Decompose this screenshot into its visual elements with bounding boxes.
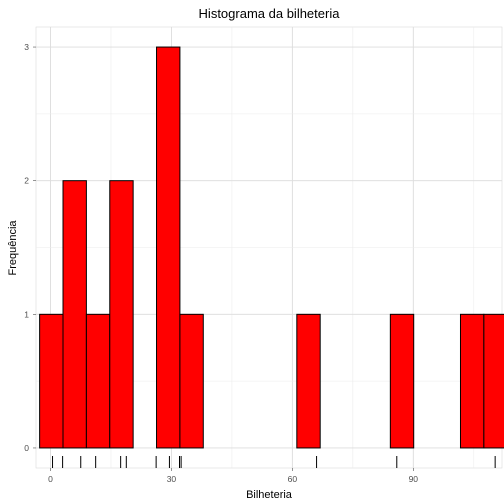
- y-axis-ticks: 0 1 2 3: [24, 42, 36, 453]
- x-tick-label: 0: [48, 474, 53, 484]
- rug-ticks: [52, 456, 496, 468]
- histogram-bar: [62, 180, 87, 449]
- x-tick-label: 90: [409, 474, 419, 484]
- histogram-bar: [459, 313, 485, 449]
- histogram-bar: [39, 313, 64, 449]
- y-axis-title: Frequência: [7, 220, 19, 276]
- histogram-bar: [85, 313, 111, 449]
- x-tick-label: 60: [288, 474, 298, 484]
- histogram-bars: [39, 46, 504, 449]
- x-tick-label: 30: [167, 474, 177, 484]
- y-tick-label: 0: [24, 443, 29, 453]
- x-axis-title: Bilheteria: [246, 489, 293, 501]
- x-axis-ticks: 0 30 60 90: [48, 468, 418, 484]
- y-tick-label: 3: [24, 42, 29, 52]
- histogram-bar: [109, 180, 134, 449]
- y-tick-label: 2: [24, 176, 29, 186]
- chart-title: Histograma da bilheteria: [199, 6, 341, 21]
- histogram-bar: [179, 313, 204, 449]
- histogram-bar: [483, 313, 504, 449]
- y-tick-label: 1: [24, 309, 29, 319]
- histogram-bar: [156, 46, 181, 449]
- histogram-bar: [296, 313, 321, 449]
- histogram-bar: [389, 313, 415, 449]
